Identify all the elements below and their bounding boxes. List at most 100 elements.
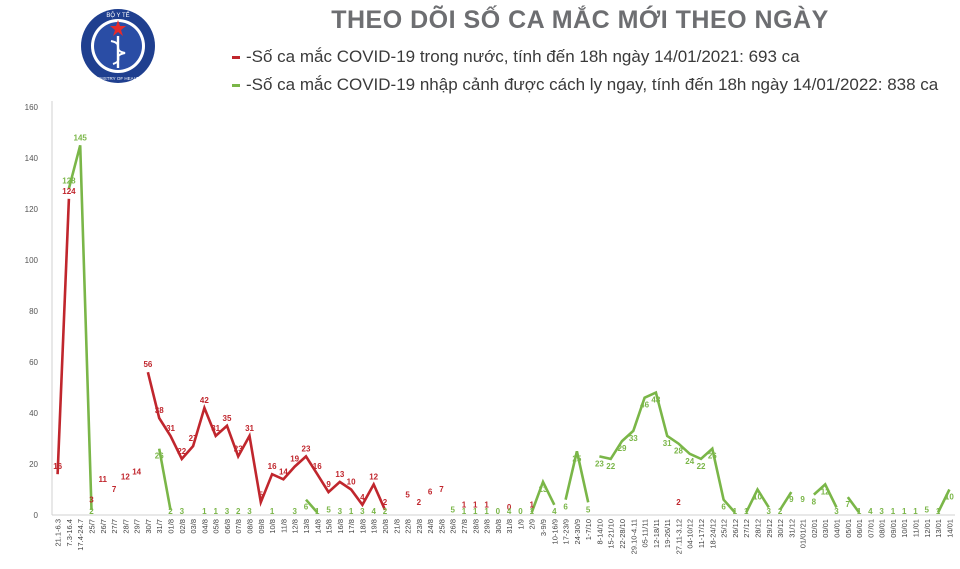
series-line-segment [564, 451, 590, 503]
x-tick-label: 03/8 [189, 519, 198, 534]
data-label: 6 [304, 503, 309, 512]
series-line-segment [599, 390, 736, 514]
data-label: 12 [121, 472, 130, 481]
x-tick-label: 16/8 [336, 519, 345, 534]
data-label: 1 [733, 507, 738, 516]
x-tick-label: 05/8 [212, 519, 221, 534]
data-label: 22 [606, 462, 615, 471]
data-label: 1 [349, 507, 354, 516]
data-label: 1 [270, 507, 275, 516]
x-tick-label: 02/8 [178, 519, 187, 534]
data-label: 1 [202, 507, 207, 516]
data-label: 7 [846, 500, 851, 509]
x-tick-label: 17.4-24.7 [76, 519, 85, 551]
data-label: 29 [618, 444, 627, 453]
x-tick-label: 28/12 [753, 519, 762, 538]
data-label: 12 [821, 487, 830, 496]
data-label: 9 [789, 495, 794, 504]
x-tick-label: 24-30/9 [573, 519, 582, 544]
data-label: 2 [236, 507, 241, 516]
data-label: 22 [697, 462, 706, 471]
x-tick-label: 25/8 [437, 519, 446, 534]
y-tick-label: 40 [29, 409, 38, 418]
data-label: 128 [62, 177, 76, 186]
data-label: 42 [200, 396, 209, 405]
x-tick-label: 03/01 [821, 519, 830, 538]
logo-text-top: BỘ Y TẾ [106, 12, 129, 19]
data-label: 1 [936, 507, 941, 516]
x-tick-label: 21/8 [392, 519, 401, 534]
x-tick-label: 08/01 [878, 519, 887, 538]
x-tick-label: 06/01 [855, 519, 864, 538]
series-line-segment [157, 448, 172, 511]
x-tick-label: 11/01 [911, 519, 920, 537]
x-tick-label: 04-10/12 [686, 519, 695, 549]
data-label: 1 [462, 507, 467, 516]
data-label: 1 [902, 507, 907, 516]
data-label: 3 [879, 507, 884, 516]
x-tick-label: 23/8 [415, 519, 424, 534]
data-label: 4 [868, 507, 873, 516]
y-tick-label: 140 [25, 154, 39, 163]
data-label: 3 [292, 507, 297, 516]
x-axis: 21.1-6.3 7.3-16.4 17.4-24.7 25/7 26/7 27/7 28/… [52, 514, 955, 554]
series-domestic [56, 198, 387, 511]
data-label: 24 [685, 457, 694, 466]
data-label: 1 [857, 507, 862, 516]
x-tick-label: 01/8 [167, 519, 176, 534]
data-label: 5 [586, 505, 591, 514]
x-tick-label: 1/9 [516, 519, 525, 529]
data-label: 10 [347, 478, 356, 487]
data-label: 23 [234, 444, 243, 453]
x-tick-label: 28/8 [471, 519, 480, 534]
x-tick-label: 1-7/10 [584, 519, 593, 540]
series-line-segment [745, 486, 770, 514]
data-label: 7 [439, 485, 444, 494]
data-label: 48 [651, 396, 660, 405]
x-tick-label: 19/8 [370, 519, 379, 534]
series-line-segment [56, 198, 71, 475]
data-label: 1 [529, 500, 534, 509]
data-label: 6 [428, 488, 433, 497]
x-tick-label: 26/8 [449, 519, 458, 534]
x-tick-label: 31/7 [155, 519, 164, 534]
x-tick-label: 05-11/11 [641, 519, 650, 548]
data-label: 2 [383, 507, 388, 516]
x-tick-label: 7.3-16.4 [65, 519, 74, 547]
x-tick-label: 02/01 [810, 519, 819, 538]
data-label: 16 [313, 462, 322, 471]
y-tick-label: 20 [29, 460, 38, 469]
x-tick-label: 26/7 [99, 519, 108, 534]
logo-text-bottom: MINISTRY OF HEALTH [94, 76, 142, 81]
x-tick-label: 3-9/9 [539, 519, 548, 536]
data-label: 3 [360, 507, 365, 516]
x-tick-label: 12/01 [923, 519, 932, 538]
data-label: 1 [462, 500, 467, 509]
x-tick-label: 08/8 [246, 519, 255, 534]
data-label: 14 [132, 467, 141, 476]
x-tick-label: 31/8 [505, 519, 514, 534]
x-tick-label: 26/12 [731, 519, 740, 538]
x-tick-label: 2/9 [528, 519, 537, 529]
x-tick-label: 25/7 [88, 519, 97, 534]
data-label: 56 [143, 360, 152, 369]
x-tick-label: 29/12 [765, 519, 774, 538]
data-label: 1 [484, 507, 489, 516]
x-tick-label: 28/7 [121, 519, 130, 534]
y-tick-label: 0 [34, 511, 39, 520]
data-label: 3 [89, 495, 94, 504]
data-label: 7 [112, 485, 117, 494]
data-label: 5 [259, 490, 264, 499]
data-label: 2 [89, 507, 94, 516]
data-label: 25 [572, 454, 581, 463]
data-label: 31 [245, 424, 254, 433]
data-label: 3 [247, 507, 252, 516]
data-label: 8 [812, 498, 817, 507]
y-tick-label: 160 [25, 103, 39, 112]
data-label: 3 [225, 507, 230, 516]
x-tick-label: 17/8 [347, 519, 356, 534]
x-tick-label: 14/8 [313, 519, 322, 534]
x-tick-label: 11-17/12 [697, 519, 706, 548]
x-tick-label: 22-28/10 [618, 519, 627, 549]
legend-swatch-domestic [232, 56, 240, 60]
